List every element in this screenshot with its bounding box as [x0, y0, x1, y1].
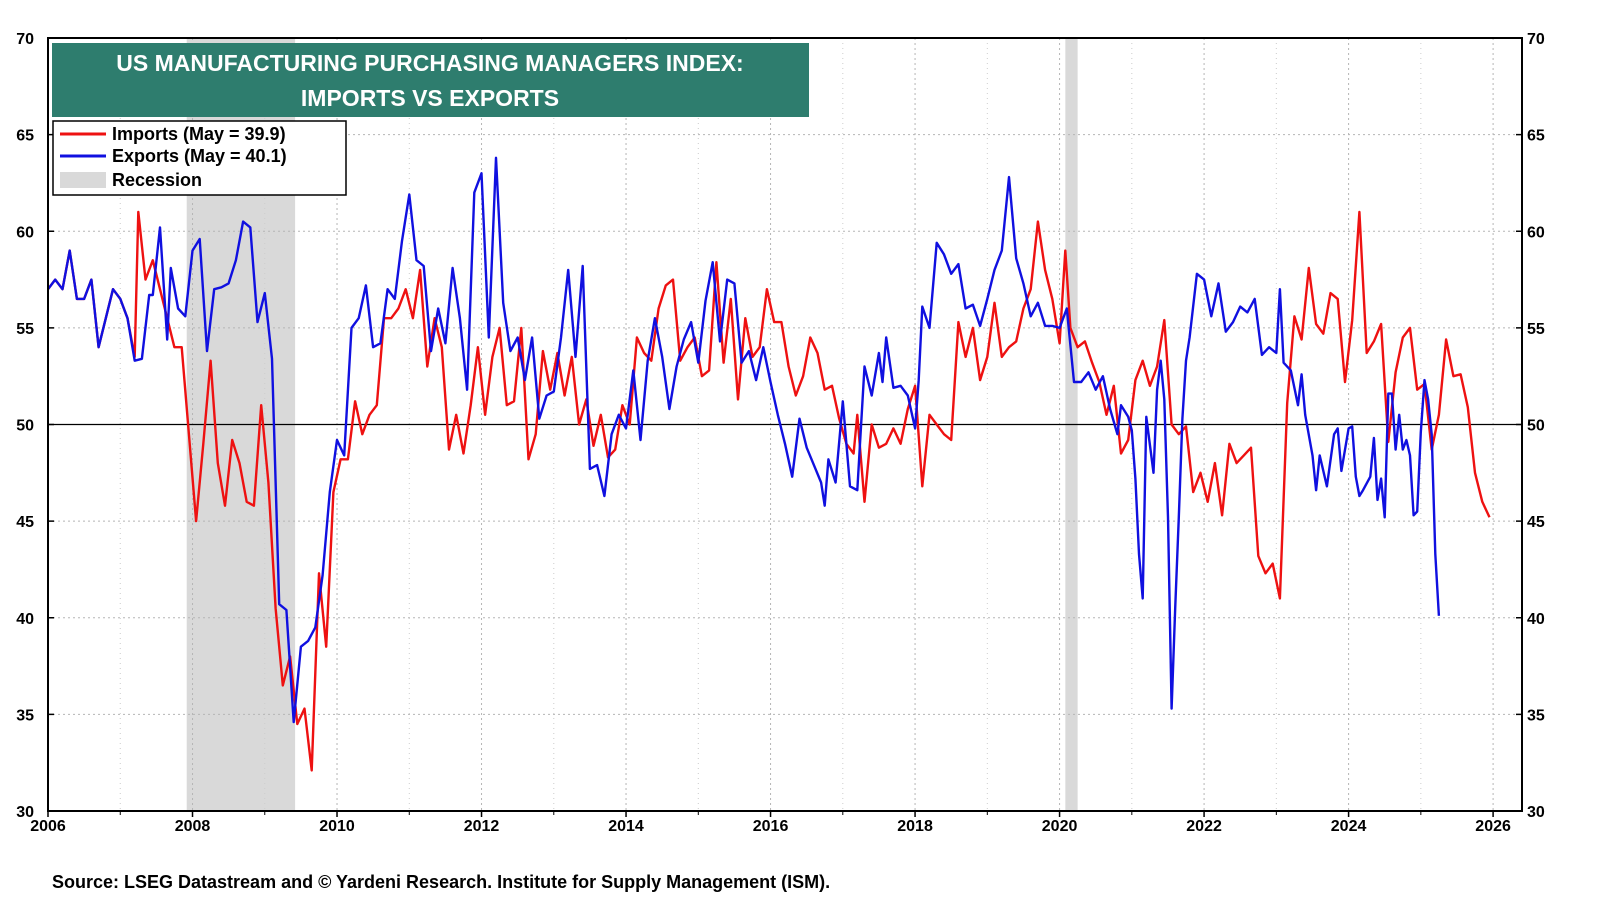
y-tick-label-right-70: 70	[1527, 31, 1545, 48]
x-tick-label-2022: 2022	[1186, 818, 1222, 835]
chart-title-line-2: IMPORTS VS EXPORTS	[301, 85, 559, 111]
y-axis-right: 30 35 40 45 50 55 60 65 70	[1516, 31, 1545, 821]
x-tick-label-2016: 2016	[753, 818, 789, 835]
y-tick-label-left-40: 40	[16, 611, 34, 628]
series-line-exports	[47, 156, 1441, 724]
legend-imports-label: Imports (May = 39.9)	[112, 124, 286, 144]
x-tick-label-2010: 2010	[319, 818, 355, 835]
y-axis-left: 30 35 40 45 50 55 60 65 70	[16, 31, 54, 821]
y-tick-label-left-50: 50	[16, 418, 34, 435]
y-tick-label-right-35: 35	[1527, 707, 1545, 724]
title-background	[52, 43, 809, 117]
y-tick-label-right-60: 60	[1527, 224, 1545, 241]
x-axis: 2006 2008 2010 2012 2014 2016 2018 2020 2022 2024…	[30, 811, 1511, 835]
y-tick-label-left-30: 30	[16, 804, 34, 821]
x-tick-label-2024: 2024	[1331, 818, 1367, 835]
source-note: Source: LSEG Datastream and © Yardeni Re…	[52, 872, 831, 892]
x-tick-label-2006: 2006	[30, 818, 66, 835]
y-tick-label-left-55: 55	[16, 321, 34, 338]
x-tick-label-2008: 2008	[175, 818, 211, 835]
y-tick-label-right-50: 50	[1527, 418, 1545, 435]
x-tick-label-2026: 2026	[1475, 818, 1511, 835]
y-tick-label-right-40: 40	[1527, 611, 1545, 628]
y-tick-label-right-45: 45	[1527, 514, 1545, 531]
y-tick-label-left-35: 35	[16, 707, 34, 724]
x-tick-label-2020: 2020	[1042, 818, 1078, 835]
title-box: US MANUFACTURING PURCHASING MANAGERS IND…	[52, 43, 809, 117]
y-tick-label-right-55: 55	[1527, 321, 1545, 338]
x-tick-label-2018: 2018	[897, 818, 933, 835]
y-tick-label-left-60: 60	[16, 224, 34, 241]
series-line-imports	[47, 210, 1491, 772]
y-tick-label-left-65: 65	[16, 128, 34, 145]
legend: Imports (May = 39.9) Exports (May = 40.1…	[52, 120, 347, 196]
y-tick-label-right-65: 65	[1527, 128, 1545, 145]
chart-title-line-1: US MANUFACTURING PURCHASING MANAGERS IND…	[116, 50, 743, 76]
series-lines	[47, 156, 1491, 772]
y-tick-label-left-70: 70	[16, 31, 34, 48]
legend-exports-label: Exports (May = 40.1)	[112, 146, 287, 166]
y-tick-label-right-30: 30	[1527, 804, 1545, 821]
x-tick-label-2012: 2012	[464, 818, 500, 835]
legend-recession-swatch	[60, 172, 106, 188]
legend-recession-label: Recession	[112, 170, 202, 190]
y-tick-label-left-45: 45	[16, 514, 34, 531]
x-tick-label-2014: 2014	[608, 818, 644, 835]
